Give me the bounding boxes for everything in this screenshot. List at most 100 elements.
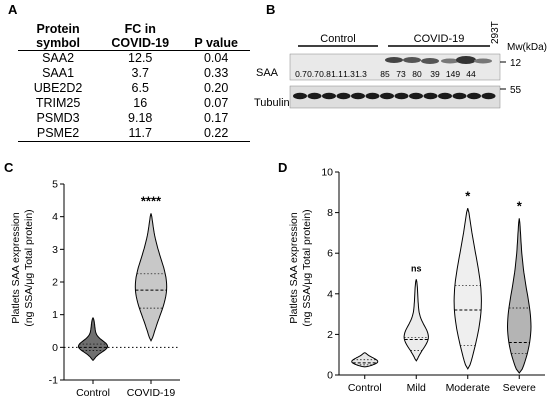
band-value: 149 xyxy=(446,69,460,79)
violin-moderate xyxy=(453,208,482,370)
mw-55-label: 55 xyxy=(510,85,522,96)
band-value: 80 xyxy=(412,69,422,79)
band-value: 1.3 xyxy=(355,69,367,79)
x-tick-label: Control xyxy=(348,382,382,394)
header-p-value: P value xyxy=(194,36,238,50)
band-value: 85 xyxy=(380,69,390,79)
significance-annotation: **** xyxy=(141,193,162,208)
lane-293t-label: 293T xyxy=(490,21,501,44)
y-tick-label: 0 xyxy=(327,370,333,382)
chart-c-ylabel-line2: (ng SSA/μg Total protein) xyxy=(23,209,35,326)
band-value: 0.7 xyxy=(295,69,307,79)
significance-annotation: * xyxy=(517,199,523,214)
x-tick-label: Severe xyxy=(503,382,536,394)
y-tick-label: 10 xyxy=(321,167,333,179)
table-cell: 0.33 xyxy=(203,66,229,80)
y-tick-label: 0 xyxy=(52,342,58,354)
panel-b-blot: Control COVID-19 293T Mw(kDa) 0.7 0.7 0.8 1… xyxy=(254,21,547,109)
x-tick-label: Mild xyxy=(407,382,426,394)
table-cell: SAA2 xyxy=(42,51,75,65)
tubulin-band xyxy=(394,92,409,100)
table-cell: 3.7 xyxy=(131,66,149,80)
panel-label-d: D xyxy=(278,160,288,175)
x-tick-label: COVID-19 xyxy=(127,387,176,399)
table-cell: 12.5 xyxy=(128,51,153,65)
table-cell: 9.18 xyxy=(128,111,153,125)
significance-annotation: * xyxy=(465,189,471,204)
panel-label-c: C xyxy=(4,160,14,175)
x-tick-label: Moderate xyxy=(446,382,491,394)
table-row: TRIM25 16 0.07 xyxy=(18,96,250,111)
tubulin-band xyxy=(322,92,336,100)
panel-label-b: B xyxy=(266,2,276,17)
tubulin-band xyxy=(409,92,423,100)
table-header: FC in COVID-19 xyxy=(98,18,183,51)
saa-band xyxy=(421,58,439,64)
table-cell: 0.20 xyxy=(203,81,229,95)
header-fc: FC in COVID-19 xyxy=(111,22,170,50)
saa-band xyxy=(403,57,421,63)
table-header-row: Protein symbol FC in COVID-19 P value xyxy=(18,18,250,51)
table-cell: 16 xyxy=(133,96,148,110)
band-value: 39 xyxy=(430,69,440,79)
table-cell: PSMD3 xyxy=(36,111,80,125)
table-cell: PSME2 xyxy=(18,126,99,142)
tubulin-row-label: Tubulin xyxy=(254,97,290,109)
tubulin-band xyxy=(365,92,380,100)
tubulin-band xyxy=(351,92,365,100)
table-cell: 11.7 xyxy=(98,126,183,142)
tubulin-band xyxy=(481,92,496,100)
y-tick-label: 4 xyxy=(52,211,58,223)
y-tick-label: 4 xyxy=(327,288,333,300)
panel-c-violin-chart: Platlets SAA expression (ng SSA/μg Total… xyxy=(10,179,180,399)
y-tick-label: 2 xyxy=(327,329,333,341)
violin-severe xyxy=(506,218,532,374)
mw-label: Mw(kDa) xyxy=(507,42,547,53)
chart-d-ylabel-line1: Platlets SAA expression xyxy=(288,212,300,324)
band-values: 0.7 0.7 0.8 1.1 1.3 1.3 85 73 80 39 149 44 xyxy=(295,69,476,79)
band-value: 73 xyxy=(396,69,406,79)
x-tick-label: Control xyxy=(76,387,110,399)
tubulin-band xyxy=(467,92,481,100)
table-cell: 0.17 xyxy=(203,111,229,125)
tubulin-band xyxy=(380,92,394,100)
saa-bands xyxy=(385,56,492,64)
table-cell: 0.04 xyxy=(203,51,229,65)
violin-mild xyxy=(403,279,429,362)
table-cell: 0.22 xyxy=(182,126,250,142)
table-body: SAA2 12.5 0.04 SAA1 3.7 0.33 UBE2D2 6.5 0.20 TRIM… xyxy=(18,51,250,142)
control-group-label: Control xyxy=(320,33,355,45)
violin-covid-19 xyxy=(134,213,168,342)
y-tick-label: 2 xyxy=(52,277,58,289)
y-tick-label: 8 xyxy=(327,207,333,219)
violin-control xyxy=(77,316,109,362)
tubulin-band xyxy=(438,92,452,100)
mw-12-label: 12 xyxy=(510,58,522,69)
table-header: P value xyxy=(182,18,250,51)
tubulin-band xyxy=(307,92,322,100)
tubulin-band xyxy=(293,92,307,100)
y-tick-label: -1 xyxy=(49,375,58,387)
panel-d-violin-chart: Platlets SAA expression (ng SSA/μg Total… xyxy=(288,167,545,394)
band-value: 0.7 xyxy=(307,69,319,79)
table-row: PSME2 11.7 0.22 xyxy=(18,126,250,142)
protein-table: Protein symbol FC in COVID-19 P value SA… xyxy=(18,18,250,142)
table-cell: SAA1 xyxy=(42,66,75,80)
y-tick-label: 6 xyxy=(327,248,333,260)
significance-annotation: ns xyxy=(411,264,422,274)
panel-label-a: A xyxy=(8,2,18,17)
saa-row-label: SAA xyxy=(256,67,279,79)
table-row: SAA2 12.5 0.04 xyxy=(18,51,250,67)
tubulin-bands xyxy=(293,92,496,100)
chart-d-ylabel-line2: (ng SSA/μg Total protein) xyxy=(301,209,313,326)
table-cell: UBE2D2 xyxy=(33,81,83,95)
tubulin-band xyxy=(452,92,467,100)
covid-group-label: COVID-19 xyxy=(414,33,465,45)
y-tick-label: 5 xyxy=(52,179,58,191)
tubulin-band xyxy=(423,92,438,100)
table-cell: TRIM25 xyxy=(35,96,81,110)
band-value: 44 xyxy=(466,69,476,79)
band-value: 0.8 xyxy=(319,69,331,79)
band-value: 1.1 xyxy=(331,69,343,79)
saa-band xyxy=(456,56,476,64)
